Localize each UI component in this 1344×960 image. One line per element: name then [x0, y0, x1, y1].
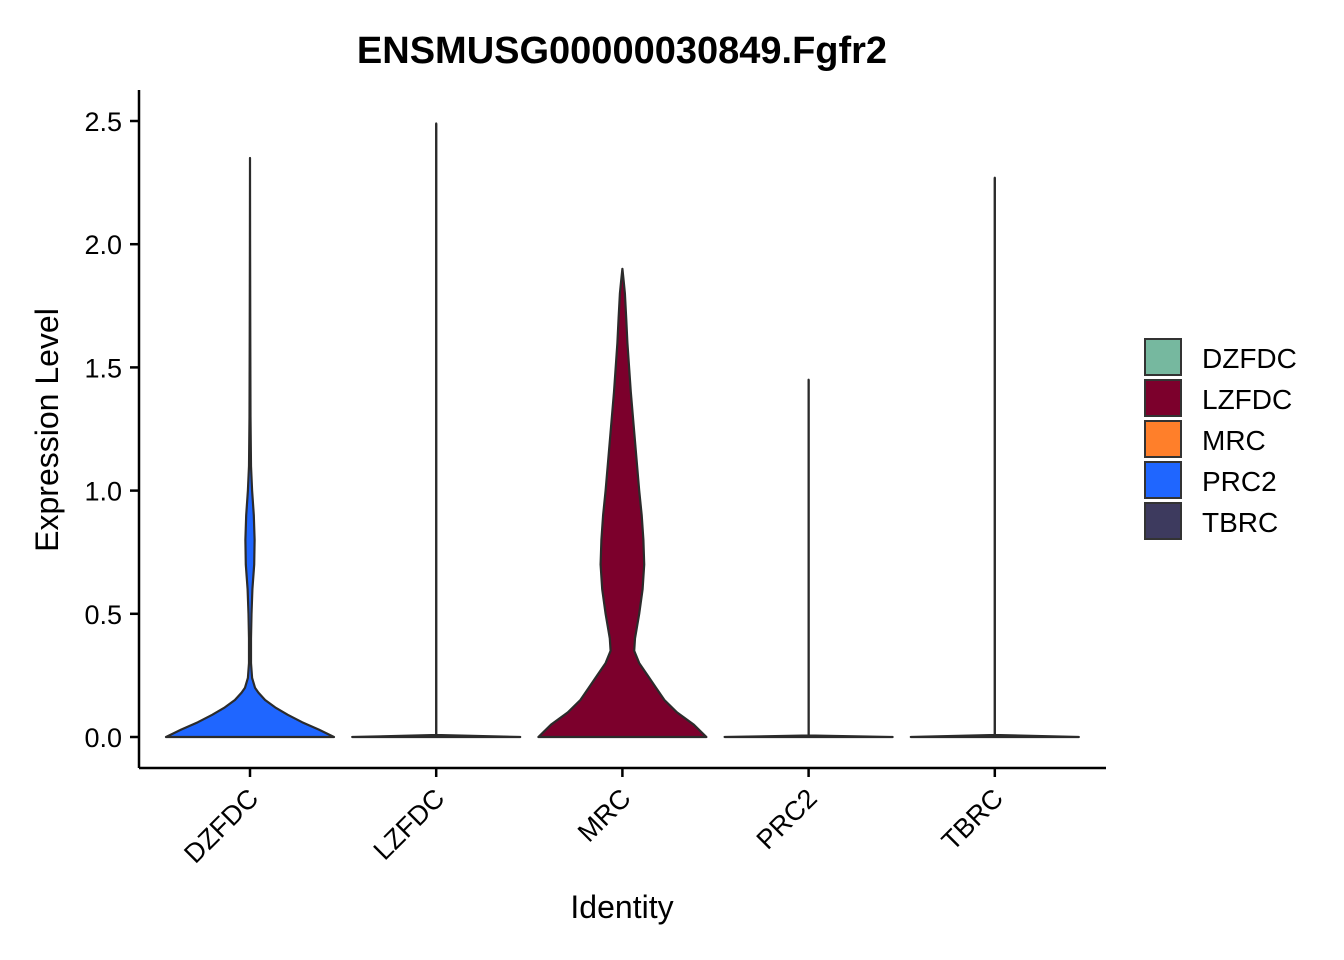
- legend-label: MRC: [1202, 425, 1266, 456]
- y-tick-label: 2.0: [84, 230, 122, 260]
- y-tick-label: 0.5: [84, 600, 122, 630]
- x-tick-group: DZFDC LZFDC MRC PRC2 TBRC: [178, 768, 1009, 869]
- legend-swatch: [1144, 338, 1182, 376]
- y-tick-label: 0.0: [84, 723, 122, 753]
- x-tick-label: PRC2: [751, 783, 823, 855]
- x-tick-label: MRC: [572, 783, 637, 848]
- x-tick-label: DZFDC: [178, 783, 264, 869]
- legend-swatch: [1144, 502, 1182, 540]
- legend-label: PRC2: [1202, 466, 1277, 497]
- legend: DZFDC LZFDC MRC PRC2 TBRC: [1144, 338, 1297, 540]
- legend-label: LZFDC: [1202, 384, 1292, 415]
- y-axis-title: Expression Level: [29, 308, 65, 552]
- legend-swatch: [1144, 379, 1182, 417]
- x-axis-title: Identity: [570, 889, 673, 925]
- y-tick-group: 0.0 0.5 1.0 1.5 2.0 2.5: [84, 107, 139, 753]
- violin-group: [164, 122, 1080, 739]
- legend-label: DZFDC: [1202, 343, 1297, 374]
- y-tick-label: 1.5: [84, 353, 122, 383]
- chart-title: ENSMUSG00000030849.Fgfr2: [357, 30, 887, 72]
- y-tick-label: 2.5: [84, 107, 122, 137]
- x-tick-label: TBRC: [936, 783, 1009, 856]
- legend-label: TBRC: [1202, 507, 1278, 538]
- legend-swatch: [1144, 420, 1182, 458]
- violin-dzfdc: [164, 156, 336, 739]
- y-tick-label: 1.0: [84, 477, 122, 507]
- violin-mrc: [537, 267, 708, 739]
- legend-swatch: [1144, 461, 1182, 499]
- x-tick-label: LZFDC: [368, 783, 451, 866]
